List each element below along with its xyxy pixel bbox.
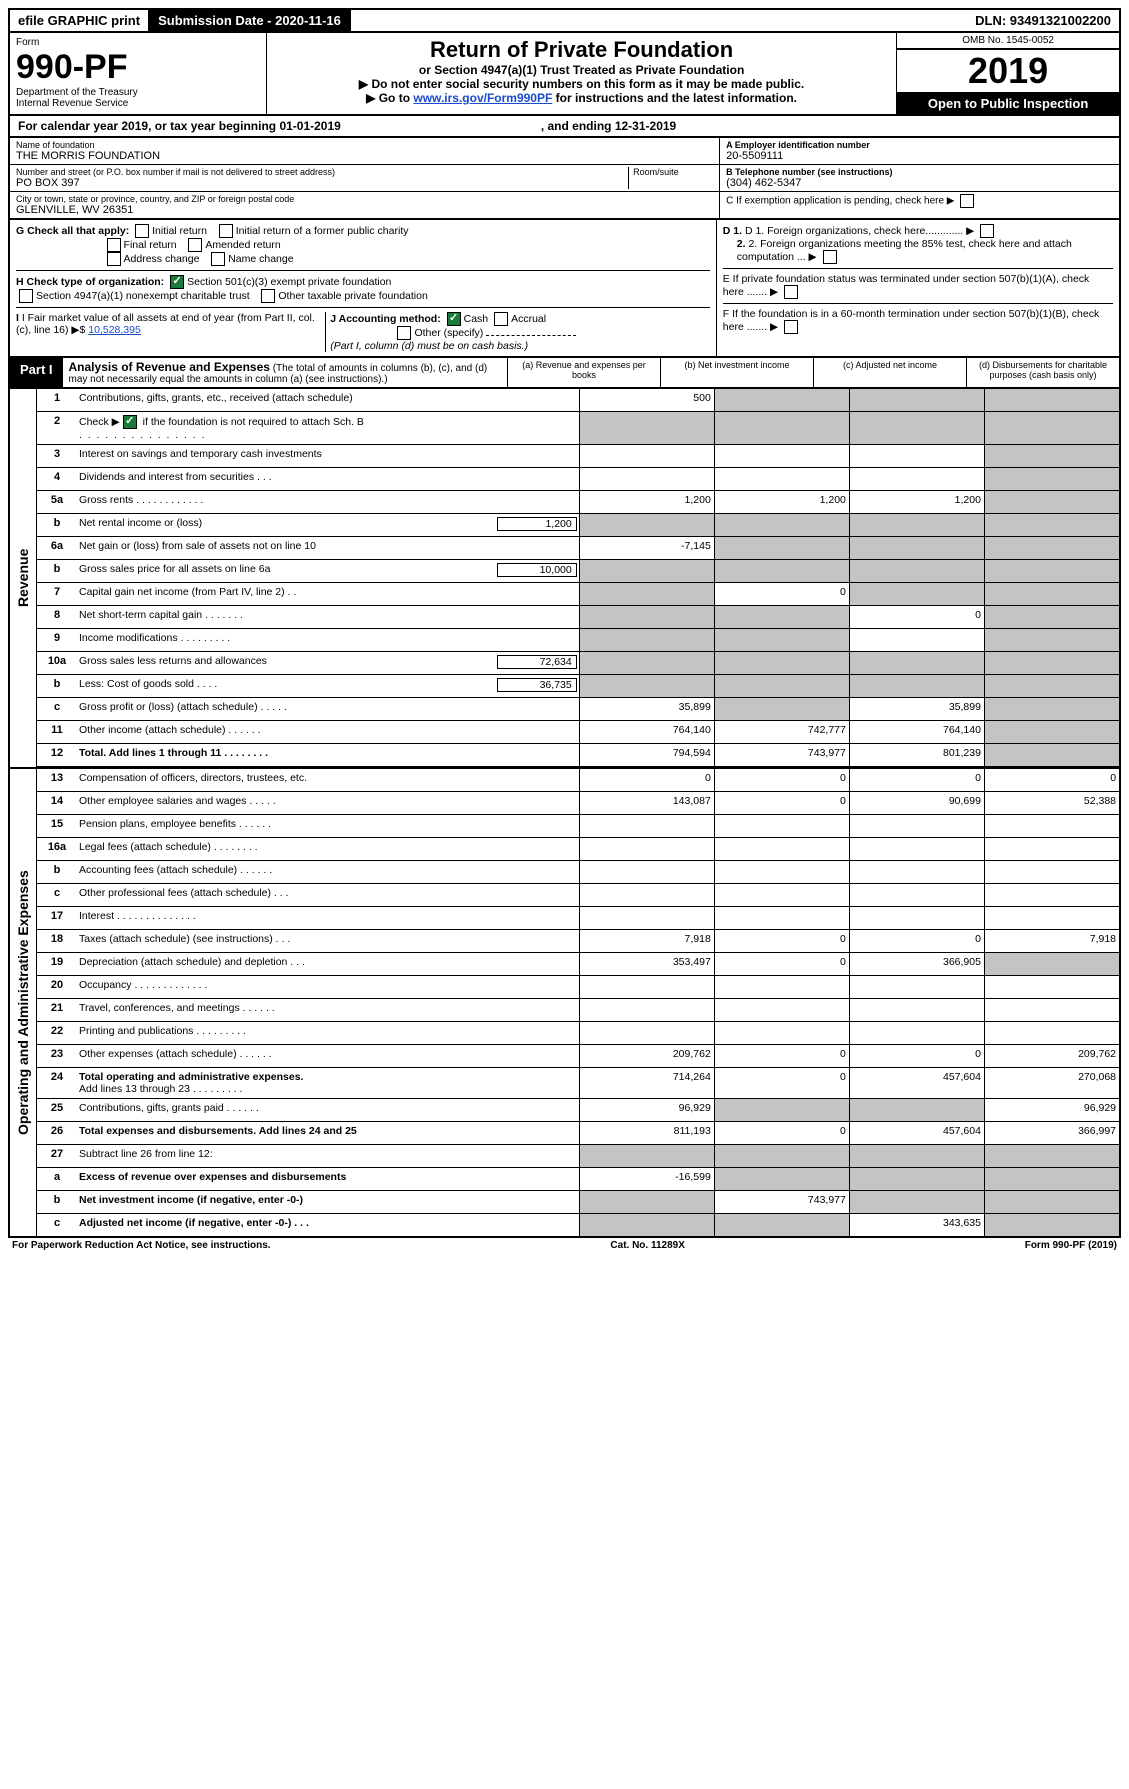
col-b: (b) Net investment income [660,358,813,387]
form-ref: Form 990-PF (2019) [1025,1240,1117,1251]
j-other[interactable] [397,326,411,340]
dln: DLN: 93491321002200 [967,10,1119,31]
tel-label: B Telephone number (see instructions) [726,167,1113,177]
form-subtitle: or Section 4947(a)(1) Trust Treated as P… [273,63,890,77]
cat-no: Cat. No. 11289X [610,1240,684,1251]
d1-check[interactable] [980,224,994,238]
g-initial[interactable] [135,224,149,238]
form-link[interactable]: www.irs.gov/Form990PF [413,91,552,105]
g-final[interactable] [107,238,121,252]
c-pending: C If exemption application is pending, c… [726,196,944,207]
form-number: 990-PF [16,48,260,87]
omb: OMB No. 1545-0052 [897,33,1119,49]
note2: ▶ Go to www.irs.gov/Form990PF for instru… [273,91,890,105]
tax-year: 2019 [897,49,1119,93]
open-inspection: Open to Public Inspection [897,93,1119,114]
d2-row: 2. 2. Foreign organizations meeting the … [723,238,1113,264]
form-label: Form [16,37,260,48]
check-block: G Check all that apply: Initial return I… [8,220,1121,358]
calendar-year-row: For calendar year 2019, or tax year begi… [8,116,1121,138]
j-accrual[interactable] [494,312,508,326]
city-label: City or town, state or province, country… [16,194,713,204]
col-a: (a) Revenue and expenses per books [507,358,660,387]
expenses-side: Operating and Administrative Expenses [10,769,37,1236]
h-501c3[interactable] [170,275,184,289]
f-row: F If the foundation is in a 60-month ter… [723,303,1113,334]
d1-row: D 1. D 1. Foreign organizations, check h… [723,224,1113,238]
g-address[interactable] [107,252,121,266]
g-initial-former[interactable] [219,224,233,238]
irs: Internal Revenue Service [16,98,260,109]
foundation-info: Name of foundation THE MORRIS FOUNDATION… [8,138,1121,220]
revenue-table: Revenue 1Contributions, gifts, grants, e… [8,389,1121,769]
part1-tag: Part I [10,358,63,387]
page-footer: For Paperwork Reduction Act Notice, see … [8,1238,1121,1253]
form-title: Return of Private Foundation [273,37,890,63]
h-4947[interactable] [19,289,33,303]
e-row: E If private foundation status was termi… [723,268,1113,299]
d2-check[interactable] [823,250,837,264]
ein-label: A Employer identification number [726,140,1113,150]
h-row: H Check type of organization: Section 50… [16,270,710,303]
submission-date: Submission Date - 2020-11-16 [150,10,351,31]
city-val: GLENVILLE, WV 26351 [16,204,713,216]
form-header: Form 990-PF Department of the Treasury I… [8,33,1121,116]
i-block: I I Fair market value of all assets at e… [16,312,326,352]
col-c: (c) Adjusted net income [813,358,966,387]
note1: ▶ Do not enter social security numbers o… [273,77,890,91]
h-other[interactable] [261,289,275,303]
c-checkbox[interactable] [960,194,974,208]
revenue-side: Revenue [10,389,37,767]
fmv-link[interactable]: 10,528,395 [88,324,141,336]
dept: Department of the Treasury [16,87,260,98]
name-label: Name of foundation [16,140,713,150]
foundation-name: THE MORRIS FOUNDATION [16,150,713,162]
paperwork-notice: For Paperwork Reduction Act Notice, see … [12,1240,271,1251]
tel-val: (304) 462-5347 [726,177,1113,189]
part1-header: Part I Analysis of Revenue and Expenses … [8,358,1121,389]
j-block: J Accounting method: Cash Accrual Other … [326,312,710,352]
l2-check[interactable] [123,415,137,429]
street-label: Number and street (or P.O. box number if… [16,167,628,177]
col-d: (d) Disbursements for charitable purpose… [966,358,1119,387]
street-val: PO BOX 397 [16,177,628,189]
e-check[interactable] [784,285,798,299]
g-row: G Check all that apply: Initial return I… [16,224,710,266]
ein-val: 20-5509111 [726,150,1113,162]
top-bar: efile GRAPHIC print Submission Date - 20… [8,8,1121,33]
j-cash[interactable] [447,312,461,326]
g-name[interactable] [211,252,225,266]
f-check[interactable] [784,320,798,334]
room-label: Room/suite [633,167,713,177]
g-amended[interactable] [188,238,202,252]
efile-button[interactable]: efile GRAPHIC print [10,10,150,31]
expenses-table: Operating and Administrative Expenses 13… [8,769,1121,1238]
